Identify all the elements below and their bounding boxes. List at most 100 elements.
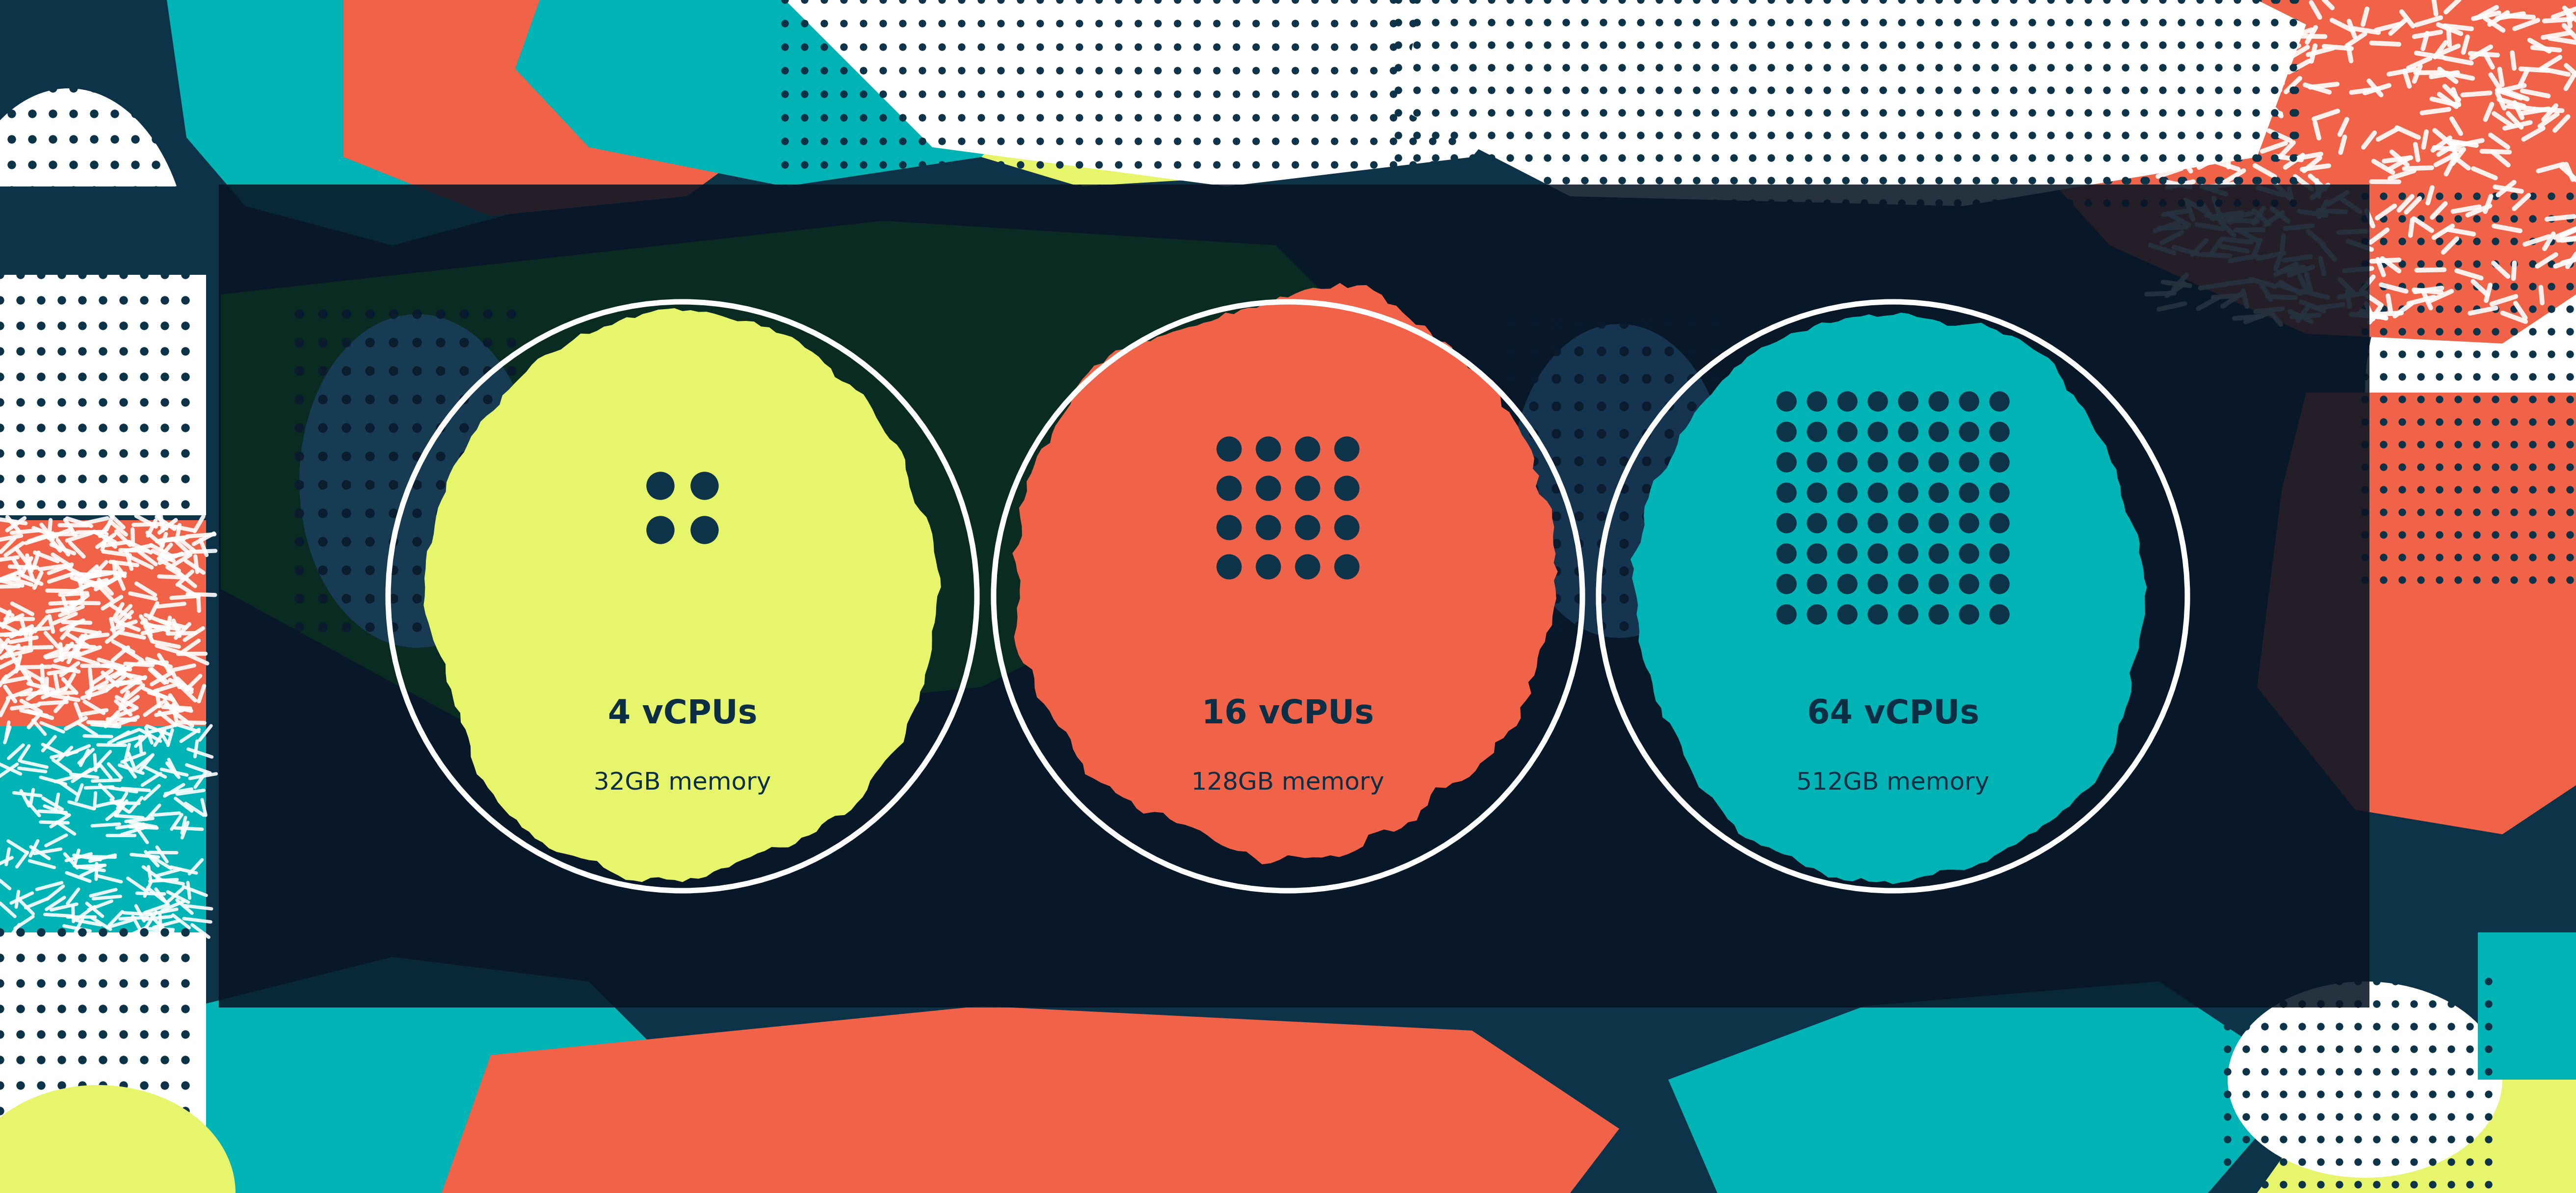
- Circle shape: [2566, 305, 2573, 313]
- Circle shape: [1860, 0, 1868, 4]
- Circle shape: [1917, 0, 1924, 4]
- Circle shape: [1935, 110, 1942, 116]
- Circle shape: [1862, 177, 1870, 184]
- Circle shape: [1213, 115, 1221, 122]
- Circle shape: [1234, 185, 1239, 192]
- Circle shape: [2233, 64, 2241, 72]
- Circle shape: [77, 271, 88, 279]
- Circle shape: [2372, 1001, 2380, 1008]
- Circle shape: [1991, 199, 1999, 206]
- Circle shape: [2272, 155, 2280, 161]
- Circle shape: [160, 1183, 170, 1192]
- Circle shape: [366, 338, 374, 347]
- Circle shape: [1530, 375, 1538, 383]
- Circle shape: [1734, 42, 1739, 49]
- Circle shape: [1880, 42, 1886, 49]
- Circle shape: [2105, 177, 2110, 184]
- Circle shape: [90, 441, 98, 450]
- Circle shape: [160, 475, 170, 483]
- Circle shape: [1528, 138, 1535, 144]
- Circle shape: [2411, 1046, 2416, 1052]
- Circle shape: [2223, 1113, 2231, 1120]
- Circle shape: [938, 67, 945, 74]
- Circle shape: [2215, 0, 2223, 4]
- Circle shape: [28, 340, 36, 347]
- Circle shape: [343, 338, 350, 347]
- Circle shape: [1788, 177, 1793, 184]
- Circle shape: [28, 262, 36, 271]
- Circle shape: [98, 1031, 108, 1038]
- Circle shape: [1734, 87, 1739, 94]
- Circle shape: [1989, 452, 2009, 472]
- Circle shape: [1370, 185, 1378, 192]
- Circle shape: [2105, 132, 2112, 138]
- Circle shape: [2455, 576, 2463, 583]
- Circle shape: [118, 296, 129, 304]
- Circle shape: [2318, 1136, 2324, 1143]
- Circle shape: [1409, 115, 1417, 122]
- Circle shape: [1808, 0, 1814, 4]
- Circle shape: [2009, 87, 2017, 94]
- Circle shape: [1448, 44, 1455, 50]
- Circle shape: [1293, 67, 1298, 74]
- Circle shape: [8, 212, 15, 220]
- Circle shape: [2411, 1069, 2416, 1075]
- Circle shape: [507, 310, 515, 319]
- Circle shape: [2161, 42, 2169, 49]
- Circle shape: [1296, 437, 1319, 462]
- Circle shape: [152, 110, 160, 118]
- Circle shape: [938, 0, 945, 4]
- Circle shape: [2200, 110, 2205, 116]
- Circle shape: [1777, 483, 1795, 502]
- Circle shape: [2336, 1024, 2344, 1030]
- Circle shape: [98, 398, 108, 407]
- Circle shape: [2009, 177, 2017, 184]
- Circle shape: [1955, 0, 1960, 4]
- Circle shape: [1687, 594, 1695, 604]
- Circle shape: [118, 1005, 129, 1013]
- Circle shape: [781, 67, 788, 74]
- Text: 128GB memory: 128GB memory: [1193, 771, 1383, 795]
- Circle shape: [1991, 42, 1999, 49]
- Circle shape: [2398, 576, 2406, 583]
- Circle shape: [997, 115, 1005, 122]
- Circle shape: [1115, 138, 1123, 144]
- Circle shape: [15, 347, 26, 356]
- Circle shape: [389, 452, 397, 460]
- Circle shape: [1350, 67, 1358, 74]
- Circle shape: [1548, 138, 1553, 144]
- Circle shape: [2468, 1001, 2473, 1008]
- Circle shape: [899, 91, 907, 98]
- Circle shape: [2491, 487, 2499, 493]
- Circle shape: [2293, 64, 2298, 72]
- Circle shape: [1489, 132, 1494, 138]
- Circle shape: [1350, 185, 1358, 192]
- Circle shape: [2398, 419, 2406, 426]
- Circle shape: [111, 186, 118, 194]
- Circle shape: [2179, 0, 2187, 4]
- Circle shape: [1136, 0, 1141, 4]
- Circle shape: [366, 395, 374, 404]
- Circle shape: [2215, 64, 2223, 72]
- Circle shape: [1788, 42, 1795, 49]
- Circle shape: [2380, 554, 2388, 561]
- Circle shape: [2416, 464, 2424, 470]
- Circle shape: [2087, 0, 2094, 4]
- Circle shape: [2009, 19, 2017, 26]
- Circle shape: [1252, 44, 1260, 50]
- Circle shape: [118, 1158, 129, 1166]
- Circle shape: [1837, 452, 1857, 472]
- Circle shape: [1860, 155, 1868, 161]
- Circle shape: [2416, 239, 2424, 245]
- Circle shape: [1448, 115, 1455, 122]
- Circle shape: [2336, 978, 2344, 985]
- Circle shape: [1973, 132, 1981, 138]
- Circle shape: [28, 161, 36, 169]
- Circle shape: [1976, 64, 1981, 72]
- Circle shape: [1213, 138, 1221, 144]
- Circle shape: [1489, 199, 1494, 206]
- Circle shape: [2012, 177, 2020, 184]
- Circle shape: [2066, 132, 2074, 138]
- Circle shape: [1600, 87, 1607, 94]
- Circle shape: [1468, 177, 1476, 184]
